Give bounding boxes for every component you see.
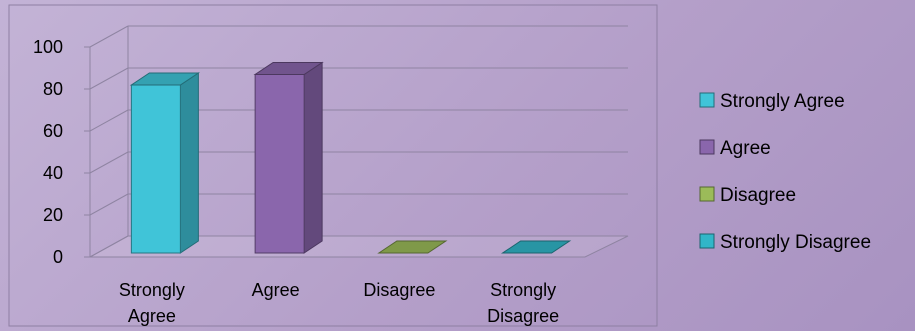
legend-label: Strongly Agree xyxy=(720,91,845,112)
bar-top xyxy=(253,62,324,75)
legend: Strongly Agree Agree Disagree Strongly Disa… xyxy=(699,91,871,253)
legend-label: Disagree xyxy=(720,185,796,206)
legend-swatch xyxy=(699,92,715,108)
y-tick-label: 60 xyxy=(43,121,63,141)
category-labels: Strongly Agree Agree Disagree Strongly Disagr… xyxy=(119,280,559,326)
legend-label: Strongly Disagree xyxy=(720,232,871,253)
gridline-side xyxy=(89,25,129,48)
y-tick-label: 80 xyxy=(43,79,63,99)
legend-label: Agree xyxy=(720,138,771,159)
y-tick-label: 0 xyxy=(53,247,63,267)
y-tick-label: 40 xyxy=(43,163,63,183)
gridline-side xyxy=(89,67,129,90)
bar-strongly-agree xyxy=(129,72,201,254)
gridlines xyxy=(84,25,629,258)
bar-top xyxy=(377,240,448,254)
bar-top xyxy=(129,72,201,86)
bar-side xyxy=(303,61,323,254)
y-tick-label: 20 xyxy=(43,205,63,225)
legend-swatch xyxy=(699,233,715,249)
bar-side xyxy=(179,72,199,254)
bar-front xyxy=(254,74,305,254)
gridline-side xyxy=(89,151,129,174)
bar-agree xyxy=(253,61,324,254)
bar-front xyxy=(130,84,181,254)
legend-item: Agree xyxy=(699,138,771,159)
legend-swatch xyxy=(699,186,715,202)
gridline-side xyxy=(89,235,129,258)
bar-disagree xyxy=(377,240,448,254)
legend-item: Strongly Disagree xyxy=(699,232,871,253)
y-axis-ticks: 0 20 40 60 80 100 xyxy=(33,37,63,267)
gridline-side xyxy=(89,193,129,216)
bars xyxy=(129,61,572,254)
bar-top xyxy=(500,240,572,254)
bar-strongly-disagree xyxy=(500,240,572,254)
legend-item: Disagree xyxy=(699,185,796,206)
legend-swatch xyxy=(699,139,715,155)
y-tick-label: 100 xyxy=(33,37,63,57)
legend-item: Strongly Agree xyxy=(699,91,845,112)
x-category-label: Strongly Agree xyxy=(119,280,185,326)
x-category-label: Disagree xyxy=(363,280,435,300)
gridline-side xyxy=(89,109,129,132)
x-category-label: Strongly Disagree xyxy=(487,280,559,326)
plot-area-border xyxy=(8,4,658,327)
x-category-label: Agree xyxy=(252,280,300,300)
